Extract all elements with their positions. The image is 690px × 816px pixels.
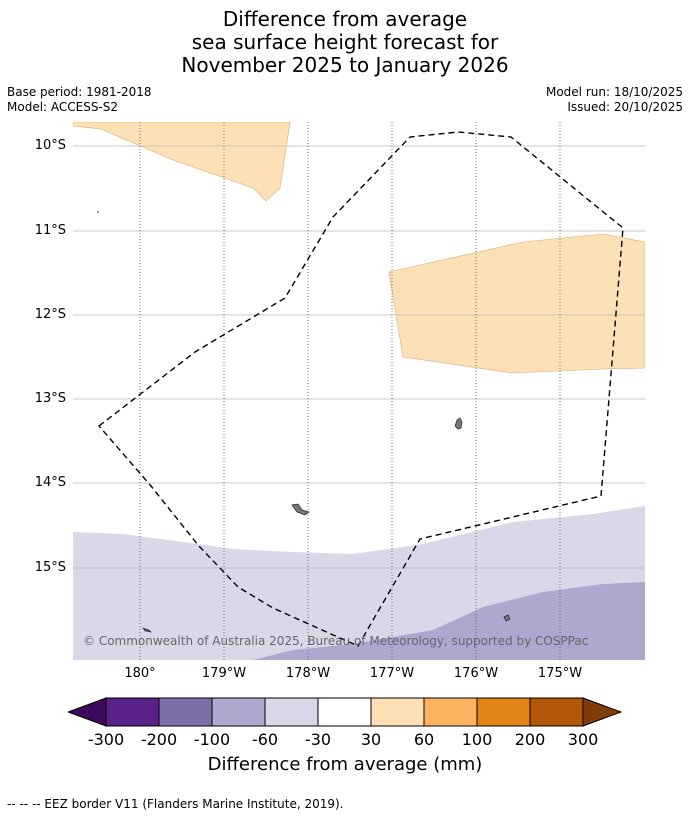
colorbar-tick-minus100: -100: [193, 730, 231, 749]
island-central-west: [291, 503, 310, 516]
lat-label-11s: 11°S: [34, 223, 66, 238]
lat-label-15s: 15°S: [34, 560, 66, 575]
lat-label-13s: 13°S: [34, 391, 66, 406]
map-panel: [73, 122, 645, 660]
anomaly-positive-northwest: [73, 122, 291, 202]
lon-label-179w: 179°W: [201, 666, 247, 681]
colorbar-tick-30: 30: [360, 730, 382, 749]
lat-label-12s: 12°S: [34, 307, 66, 322]
island-south-west: [142, 627, 152, 633]
colorbar-tick-minus300: -300: [87, 730, 125, 749]
issued-date: Issued: 20/10/2025: [567, 100, 683, 114]
colorbar-cell-60-100: [423, 697, 478, 727]
colorbar-cell-60-30: [264, 697, 319, 727]
colorbar: [68, 697, 622, 727]
lon-label-177w: 177°W: [369, 666, 415, 681]
colorbar-cell-30-60: [370, 697, 425, 727]
colorbar-label: Difference from average (mm): [207, 754, 483, 775]
colorbar-cell-200-100: [158, 697, 213, 727]
colorbar-cell-lt-300: [68, 697, 107, 727]
anomaly-positive-east: [388, 233, 645, 374]
colorbar-cell-gt-300: [582, 697, 622, 727]
title-line-2: sea surface height forecast for: [191, 30, 499, 54]
colorbar-cell-200-300: [529, 697, 584, 727]
lat-label-10s: 10°S: [34, 138, 66, 153]
meta-right: Model run: 18/10/2025 Issued: 20/10/2025: [546, 85, 683, 115]
colorbar-tick-minus200: -200: [140, 730, 178, 749]
colorbar-tick-200: 200: [514, 730, 546, 749]
lon-label-178w: 178°W: [285, 666, 331, 681]
model-name: Model: ACCESS-S2: [7, 100, 119, 114]
title-line-1: Difference from average: [222, 7, 468, 31]
lon-label-176w: 176°W: [453, 666, 499, 681]
lat-gridlines: [73, 145, 645, 569]
island-south-east: [503, 614, 511, 622]
island-central-east: [454, 417, 463, 430]
colorbar-cell-30-30: [317, 697, 372, 727]
colorbar-cell-100-60: [211, 697, 266, 727]
lon-label-175w: 175°W: [537, 666, 583, 681]
chart-title: Difference from average sea surface heig…: [0, 8, 690, 77]
colorbar-cell-300-200: [105, 697, 160, 727]
colorbar-cell-100-200: [476, 697, 531, 727]
eez-footnote: -- -- -- EEZ border V11 (Flanders Marine…: [7, 797, 344, 811]
copyright-text: © Commonwealth of Australia 2025, Bureau…: [83, 634, 589, 648]
colorbar-tick-300: 300: [567, 730, 599, 749]
meta-left: Base period: 1981-2018 Model: ACCESS-S2: [7, 85, 152, 115]
title-line-3: November 2025 to January 2026: [181, 53, 509, 77]
colorbar-tick-100: 100: [461, 730, 493, 749]
colorbar-tick-60: 60: [413, 730, 435, 749]
colorbar-tick-minus30: -30: [304, 730, 332, 749]
lon-label-180: 180°: [124, 666, 156, 681]
lat-label-14s: 14°S: [34, 475, 66, 490]
map-svg: [73, 122, 645, 660]
colorbar-tick-minus60: -60: [251, 730, 279, 749]
model-run: Model run: 18/10/2025: [545, 85, 683, 99]
island-northwest: [97, 211, 99, 213]
base-period: Base period: 1981-2018: [7, 85, 152, 99]
anomaly-negative-south-medium: [253, 582, 645, 660]
